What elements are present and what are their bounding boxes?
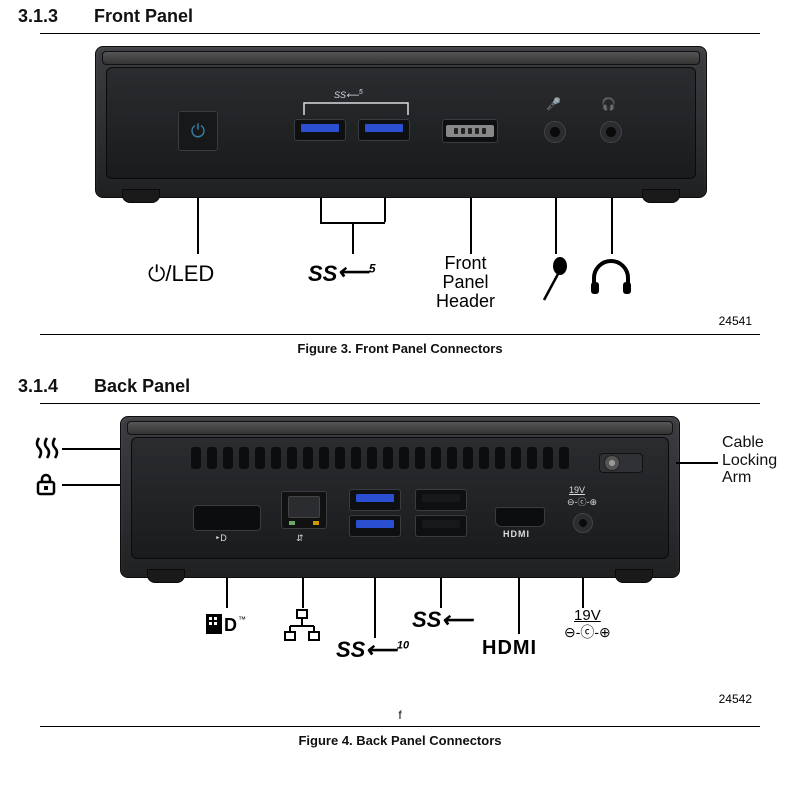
device-foot	[122, 189, 160, 203]
device-front: ⏻ SS⟵5 🎤 🎧	[95, 46, 707, 198]
cable-locking-arm	[599, 453, 643, 473]
device-lid	[127, 421, 673, 435]
section-heading-back: 3.1.4 Back Panel	[0, 370, 800, 401]
label-dc: 19V ⊖-ⓒ-⊕	[564, 608, 611, 642]
leader	[62, 484, 120, 486]
label-ss10: SS⟵10	[336, 638, 409, 661]
dp-face-label: ‣D	[215, 533, 227, 544]
section-heading-front: 3.1.3 Front Panel	[0, 0, 800, 31]
leader	[384, 198, 386, 222]
headphone-jack	[600, 121, 622, 143]
device-foot	[147, 569, 185, 583]
device-back: ‣D ⇵ HDMI 19V ⊖-ⓒ-⊕	[120, 416, 680, 578]
rule	[40, 334, 760, 335]
leader	[302, 578, 304, 608]
leader	[611, 198, 613, 254]
rule	[40, 726, 760, 727]
section-number: 3.1.4	[18, 376, 58, 397]
label-cable-locking-arm: CableLockingArm	[722, 434, 777, 487]
front-panel-header-port	[442, 119, 498, 143]
leader	[518, 578, 520, 634]
section-title: Back Panel	[94, 376, 190, 397]
svg-text:™: ™	[238, 615, 246, 624]
label-ss5: SS⟵5	[308, 262, 376, 285]
displayport	[193, 505, 261, 531]
usb-port-ss5	[294, 119, 346, 141]
page-footer-letter: f	[0, 708, 800, 722]
power-button: ⏻	[178, 111, 218, 151]
mic-icon: 🎤	[546, 97, 561, 111]
vent-row	[191, 447, 569, 469]
leader	[676, 462, 718, 464]
leader	[582, 578, 584, 608]
leader	[62, 448, 120, 450]
svg-text:D: D	[224, 615, 237, 635]
heat-icon	[34, 436, 60, 465]
rj45-port	[281, 491, 327, 529]
usb-port-ss5	[358, 119, 410, 141]
figure-back: ‣D ⇵ HDMI 19V ⊖-ⓒ-⊕ CableLockingArm D™ S…	[40, 410, 760, 706]
leader	[555, 198, 557, 254]
label-headphone-icon	[588, 256, 634, 300]
label-ss: SS⟵	[412, 608, 473, 631]
device-foot	[615, 569, 653, 583]
usb-port	[415, 515, 467, 537]
headphone-icon: 🎧	[601, 97, 616, 111]
figure-code: 24541	[719, 314, 752, 328]
label-power-led: ⏻/LED	[148, 262, 214, 285]
leader	[470, 198, 472, 254]
dc-jack	[573, 513, 593, 533]
leader	[440, 578, 442, 608]
leader	[374, 578, 376, 638]
label-mic-icon	[538, 256, 572, 306]
label-front-panel-header: FrontPanelHeader	[436, 254, 495, 311]
section-number: 3.1.3	[18, 6, 58, 27]
section-title: Front Panel	[94, 6, 193, 27]
device-lid	[102, 51, 700, 65]
leader	[352, 222, 354, 254]
hdmi-face-label: HDMI	[503, 529, 530, 539]
dc-voltage-label: 19V	[569, 485, 585, 495]
figure-caption: Figure 3. Front Panel Connectors	[0, 341, 800, 356]
lock-icon	[34, 472, 58, 501]
label-dp-icon: D™	[204, 610, 248, 643]
dc-polarity-label: ⊖-ⓒ-⊕	[567, 495, 597, 508]
rule	[40, 403, 760, 404]
rule	[40, 33, 760, 34]
usb-port-ss10	[349, 489, 401, 511]
figure-front: ⏻ SS⟵5 🎤 🎧 ⏻/LED SS⟵5 FrontPanelHeader	[40, 40, 760, 330]
label-lan-icon	[284, 608, 320, 647]
ss5-face-label: SS⟵5	[334, 89, 363, 101]
leader	[320, 198, 322, 222]
figure-caption: Figure 4. Back Panel Connectors	[0, 733, 800, 748]
label-hdmi: HDMI	[482, 638, 537, 659]
usb-port-ss10	[349, 515, 401, 537]
usb-port	[415, 489, 467, 511]
leader	[197, 198, 199, 254]
hdmi-port	[495, 507, 545, 527]
headphone-icon	[588, 256, 634, 296]
mic-icon	[538, 256, 572, 302]
power-icon: ⏻	[191, 121, 205, 142]
device-foot	[642, 189, 680, 203]
mic-jack	[544, 121, 566, 143]
leader	[226, 578, 228, 608]
lan-face-label: ⇵	[296, 533, 304, 544]
figure-code: 24542	[719, 692, 752, 706]
